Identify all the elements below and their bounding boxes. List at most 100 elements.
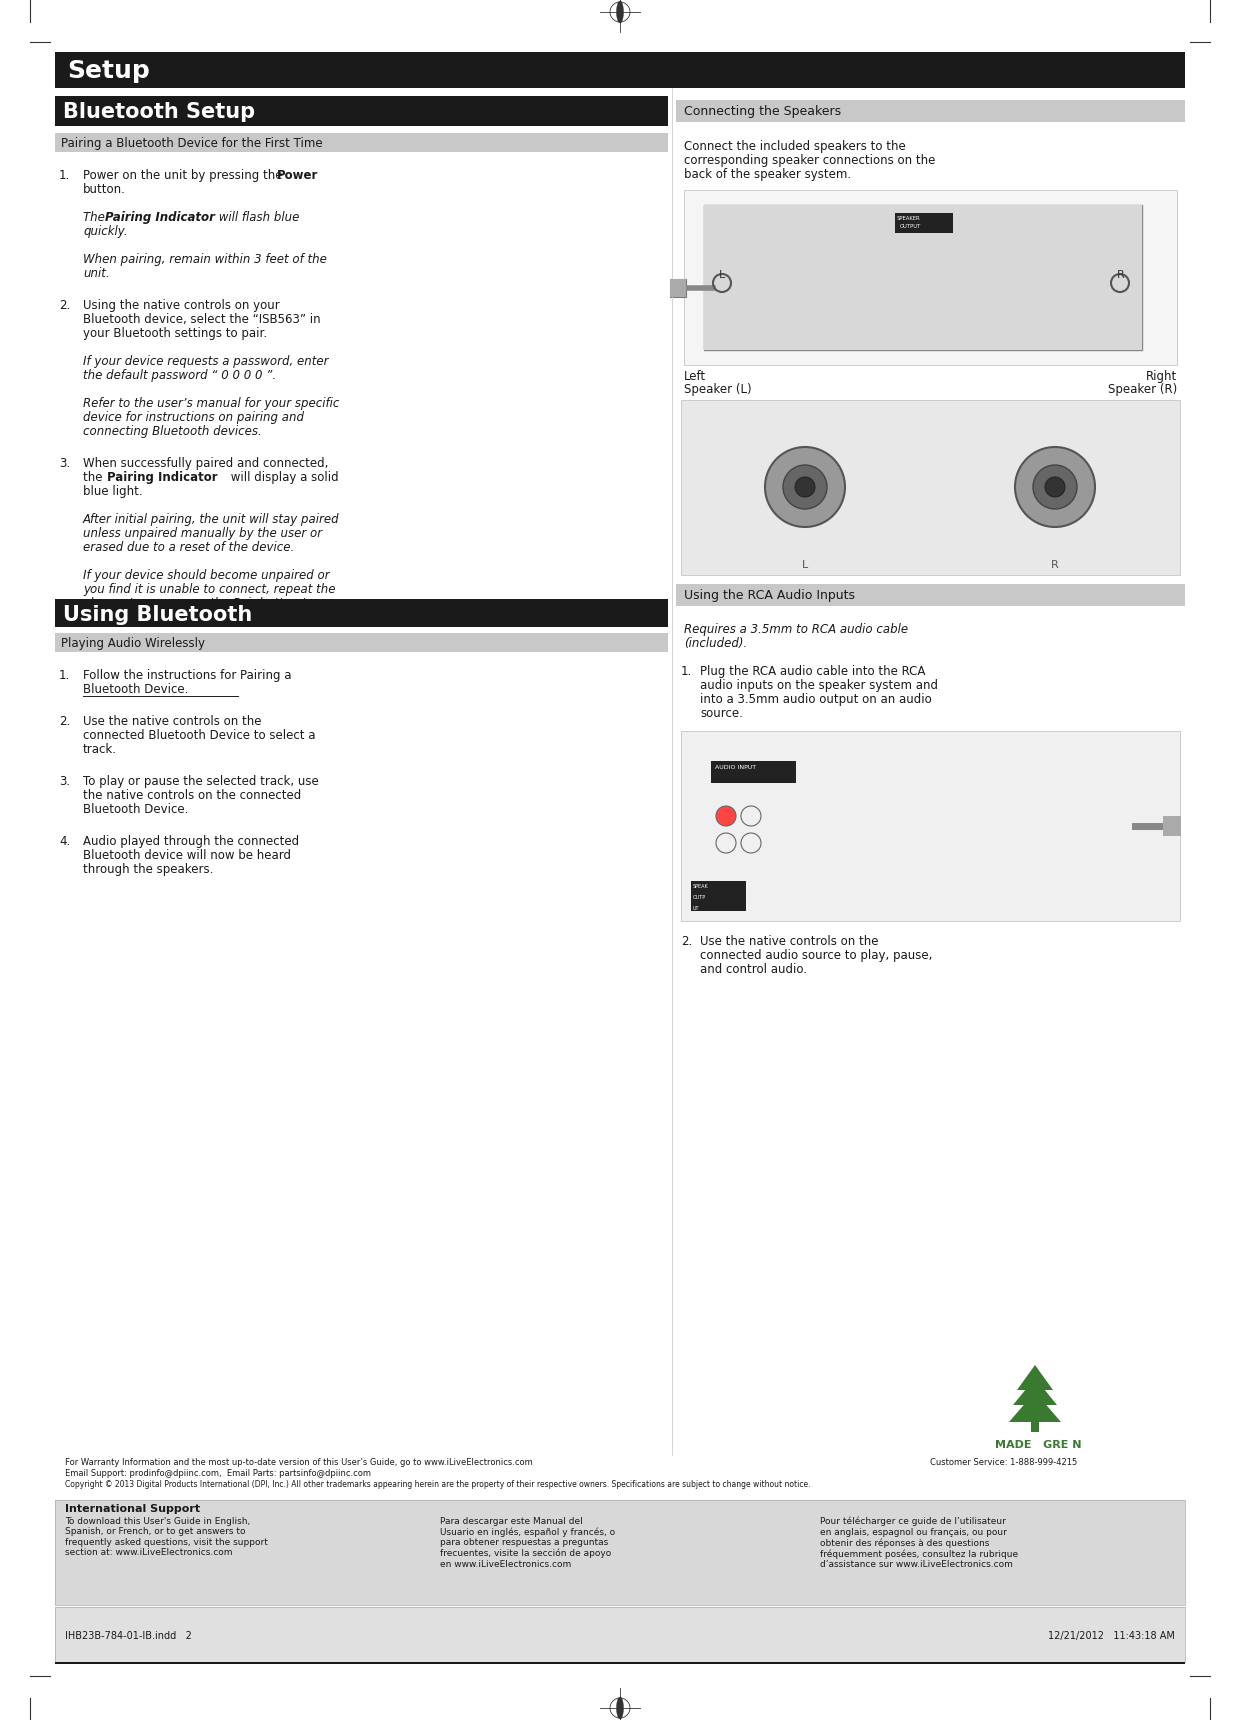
Text: will display a solid: will display a solid xyxy=(227,471,339,483)
Text: Power on the unit by pressing the: Power on the unit by pressing the xyxy=(83,169,286,182)
Text: International Support: International Support xyxy=(64,1503,200,1514)
Text: Pairing Indicator: Pairing Indicator xyxy=(107,471,218,483)
Text: erased due to a reset of the device.: erased due to a reset of the device. xyxy=(83,542,294,554)
Text: the: the xyxy=(83,471,107,483)
Text: Playing Audio Wirelessly: Playing Audio Wirelessly xyxy=(61,636,205,650)
Text: To download this User's Guide in English,
Spanish, or French, or to get answers : To download this User's Guide in English… xyxy=(64,1517,268,1557)
Text: Bluetooth Device.: Bluetooth Device. xyxy=(83,683,188,697)
Text: IHB23B-784-01-IB.indd   2: IHB23B-784-01-IB.indd 2 xyxy=(64,1631,192,1641)
Text: connected Bluetooth Device to select a: connected Bluetooth Device to select a xyxy=(83,729,315,741)
Circle shape xyxy=(782,464,827,509)
Text: OUTPUT: OUTPUT xyxy=(900,224,921,229)
Ellipse shape xyxy=(616,2,624,22)
Text: Bluetooth Setup: Bluetooth Setup xyxy=(63,101,255,122)
Text: above steps or press the Pair button to: above steps or press the Pair button to xyxy=(83,597,314,611)
Text: will flash blue: will flash blue xyxy=(215,212,299,224)
Text: When successfully paired and connected,: When successfully paired and connected, xyxy=(83,458,329,470)
Text: Para descargar este Manual del
Usuario en inglés, español y francés, o
para obte: Para descargar este Manual del Usuario e… xyxy=(440,1517,615,1569)
Circle shape xyxy=(715,832,737,853)
Text: the native controls on the connected: the native controls on the connected xyxy=(83,789,301,802)
Text: Bluetooth device will now be heard: Bluetooth device will now be heard xyxy=(83,850,291,862)
Polygon shape xyxy=(1013,1378,1056,1405)
Text: If your device should become unpaired or: If your device should become unpaired or xyxy=(83,569,330,581)
Text: unless unpaired manually by the user or: unless unpaired manually by the user or xyxy=(83,526,322,540)
Bar xyxy=(55,1662,1185,1663)
Text: After initial pairing, the unit will stay paired: After initial pairing, the unit will sta… xyxy=(83,513,340,526)
Bar xyxy=(676,585,1185,605)
Bar xyxy=(684,189,1177,365)
Text: Pairing a: Pairing a xyxy=(241,669,291,683)
Bar xyxy=(684,189,1177,365)
Bar xyxy=(676,100,1185,122)
Text: back of the speaker system.: back of the speaker system. xyxy=(684,169,851,181)
Text: quickly.: quickly. xyxy=(83,225,128,237)
Text: Left: Left xyxy=(684,370,706,384)
Text: your Bluetooth settings to pair.: your Bluetooth settings to pair. xyxy=(83,327,267,341)
Text: corresponding speaker connections on the: corresponding speaker connections on the xyxy=(684,155,935,167)
Text: 1.: 1. xyxy=(60,169,71,182)
Text: unit.: unit. xyxy=(83,267,109,280)
Circle shape xyxy=(715,807,737,826)
Text: 12/21/2012   11:43:18 AM: 12/21/2012 11:43:18 AM xyxy=(1048,1631,1176,1641)
Text: Power: Power xyxy=(277,169,319,182)
Bar xyxy=(1163,815,1180,836)
Text: L: L xyxy=(802,561,808,569)
Text: Pairing a Bluetooth Device for the First Time: Pairing a Bluetooth Device for the First… xyxy=(61,138,322,150)
Text: UT: UT xyxy=(693,906,699,912)
Text: connecting Bluetooth devices.: connecting Bluetooth devices. xyxy=(83,425,262,439)
Text: Email Support: prodinfo@dpiinc.com,  Email Parts: partsinfo@dpiinc.com: Email Support: prodinfo@dpiinc.com, Emai… xyxy=(64,1469,371,1477)
Text: L: L xyxy=(719,270,725,280)
Bar xyxy=(681,401,1180,574)
Text: blue light.: blue light. xyxy=(83,485,143,499)
Text: Pour télécharger ce guide de l’utilisateur
en anglais, espagnol ou français, ou : Pour télécharger ce guide de l’utilisate… xyxy=(820,1517,1018,1569)
Text: connected audio source to play, pause,: connected audio source to play, pause, xyxy=(701,949,932,961)
Text: 3.: 3. xyxy=(60,458,71,470)
Circle shape xyxy=(795,476,815,497)
Text: 1.: 1. xyxy=(60,669,71,683)
Text: AUDIO INPUT: AUDIO INPUT xyxy=(715,765,756,771)
Text: Use the native controls on the: Use the native controls on the xyxy=(701,936,878,948)
Text: SPEAKER: SPEAKER xyxy=(897,217,920,220)
Text: R: R xyxy=(1117,270,1125,280)
Text: button.: button. xyxy=(83,182,126,196)
Text: For Warranty Information and the most up-to-date version of this User’s Guide, g: For Warranty Information and the most up… xyxy=(64,1459,533,1467)
Circle shape xyxy=(1016,447,1095,526)
Text: Connect the included speakers to the: Connect the included speakers to the xyxy=(684,139,905,153)
Text: Setup: Setup xyxy=(67,58,150,83)
Text: the default password “ 0 0 0 0 ”.: the default password “ 0 0 0 0 ”. xyxy=(83,370,277,382)
Bar xyxy=(691,881,746,912)
Text: OUTP: OUTP xyxy=(693,894,706,900)
Text: (included).: (included). xyxy=(684,636,748,650)
Text: When pairing, remain within 3 feet of the: When pairing, remain within 3 feet of th… xyxy=(83,253,327,267)
Ellipse shape xyxy=(616,1698,624,1718)
Circle shape xyxy=(1033,464,1078,509)
Text: 1.: 1. xyxy=(681,666,692,678)
Bar xyxy=(895,213,954,232)
Text: Requires a 3.5mm to RCA audio cable: Requires a 3.5mm to RCA audio cable xyxy=(684,623,908,636)
Bar xyxy=(670,279,686,298)
Text: Use the native controls on the: Use the native controls on the xyxy=(83,716,262,728)
Text: Customer Service: 1-888-999-4215: Customer Service: 1-888-999-4215 xyxy=(930,1459,1078,1467)
Text: start the pairing process pairing again.: start the pairing process pairing again. xyxy=(83,611,312,624)
Bar xyxy=(55,1606,1185,1662)
Bar xyxy=(55,1455,1185,1496)
Bar xyxy=(55,96,668,126)
Bar xyxy=(55,633,668,652)
Text: 3.: 3. xyxy=(60,776,71,788)
Bar xyxy=(55,1500,1185,1605)
Text: device for instructions on pairing and: device for instructions on pairing and xyxy=(83,411,304,425)
Text: Speaker (L): Speaker (L) xyxy=(684,384,751,396)
Bar xyxy=(55,599,668,628)
Bar xyxy=(670,279,686,298)
Text: track.: track. xyxy=(83,743,117,757)
Bar xyxy=(55,52,1185,88)
Bar xyxy=(681,401,1180,574)
Text: 4.: 4. xyxy=(60,834,71,848)
Text: Right: Right xyxy=(1146,370,1177,384)
Text: Connecting the Speakers: Connecting the Speakers xyxy=(684,105,841,119)
Text: 2.: 2. xyxy=(60,299,71,311)
Text: SPEAK: SPEAK xyxy=(693,884,709,889)
Text: Copyright © 2013 Digital Products International (DPI, Inc.) All other trademarks: Copyright © 2013 Digital Products Intern… xyxy=(64,1479,811,1490)
Text: Bluetooth device, select the “ISB563” in: Bluetooth device, select the “ISB563” in xyxy=(83,313,321,327)
Text: you find it is unable to connect, repeat the: you find it is unable to connect, repeat… xyxy=(83,583,336,597)
